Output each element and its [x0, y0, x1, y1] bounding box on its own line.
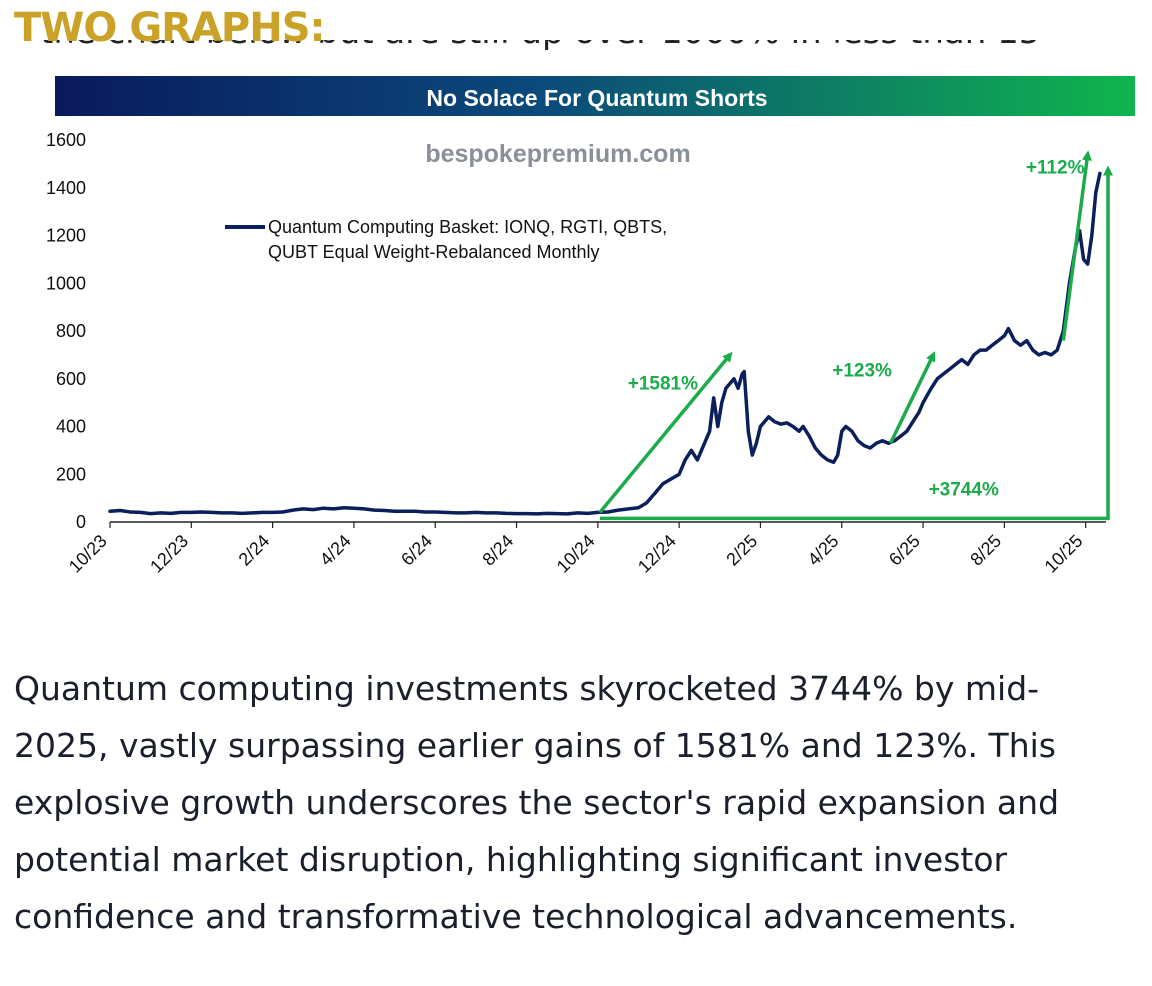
annotation-label: +123%	[832, 360, 892, 381]
x-tick-label: 8/24	[478, 531, 517, 570]
chart: No Solace For Quantum Shorts bespokeprem…	[0, 76, 1152, 616]
watermark: bespokepremium.com	[425, 140, 690, 168]
annotation-label: +3744%	[929, 480, 999, 501]
chart-svg: No Solace For Quantum Shorts bespokeprem…	[46, 76, 1135, 577]
x-tick-label: 4/24	[316, 531, 355, 570]
x-tick-label: 10/24	[553, 531, 599, 577]
x-tick-label: 2/24	[235, 531, 274, 570]
legend-line-1: Quantum Computing Basket: IONQ, RGTI, QB…	[268, 217, 667, 237]
clipped-text: the chart below but are still up over 10…	[40, 40, 1040, 52]
x-axis: 10/23 12/23 2/24 4/24 6/24 8/24 10/24 12/24 2/25…	[65, 521, 1106, 577]
x-tick-label: 2/25	[722, 531, 761, 570]
annotation-arrow	[1061, 150, 1092, 341]
chart-title-banner	[55, 76, 1135, 116]
annotation-arrow	[888, 351, 936, 444]
y-tick-label: 1200	[46, 226, 86, 246]
y-tick-label: 0	[76, 512, 86, 532]
y-tick-label: 400	[56, 417, 86, 437]
chart-title: No Solace For Quantum Shorts	[426, 85, 767, 111]
annotation-bracket	[599, 165, 1114, 521]
summary-paragraph: Quantum computing investments skyrockete…	[14, 669, 1060, 936]
series-layer	[108, 171, 1102, 516]
y-tick-label: 800	[56, 321, 86, 341]
annotation-label: +112%	[1026, 157, 1085, 178]
annotation-arrow	[598, 351, 733, 514]
y-tick-label: 600	[56, 369, 86, 389]
y-tick-label: 1000	[46, 273, 86, 293]
y-axis: 0 200 400 600 800 1000 1200 1400 1600	[46, 130, 86, 532]
x-tick-label: 6/24	[397, 531, 436, 570]
annotation-label: +1581%	[628, 373, 698, 394]
y-tick-label: 200	[56, 464, 86, 484]
x-tick-label: 10/23	[65, 531, 111, 577]
x-tick-label: 6/25	[885, 531, 924, 570]
x-tick-label: 8/25	[966, 531, 1005, 570]
series-line	[108, 171, 1102, 516]
x-tick-label: 4/25	[804, 531, 843, 570]
legend-line-2: QUBT Equal Weight-Rebalanced Monthly	[268, 242, 600, 262]
y-tick-label: 1400	[46, 178, 86, 198]
page-heading: TWO GRAPHS:	[14, 5, 326, 51]
annotations-layer: +1581% +123% +112% +3744%	[598, 150, 1114, 521]
clipped-text-line: the chart below but are still up over 10…	[40, 40, 1040, 70]
x-tick-label: 10/25	[1041, 531, 1087, 577]
y-tick-label: 1600	[46, 130, 86, 150]
x-tick-label: 12/23	[146, 531, 192, 577]
x-tick-label: 12/24	[634, 531, 680, 577]
